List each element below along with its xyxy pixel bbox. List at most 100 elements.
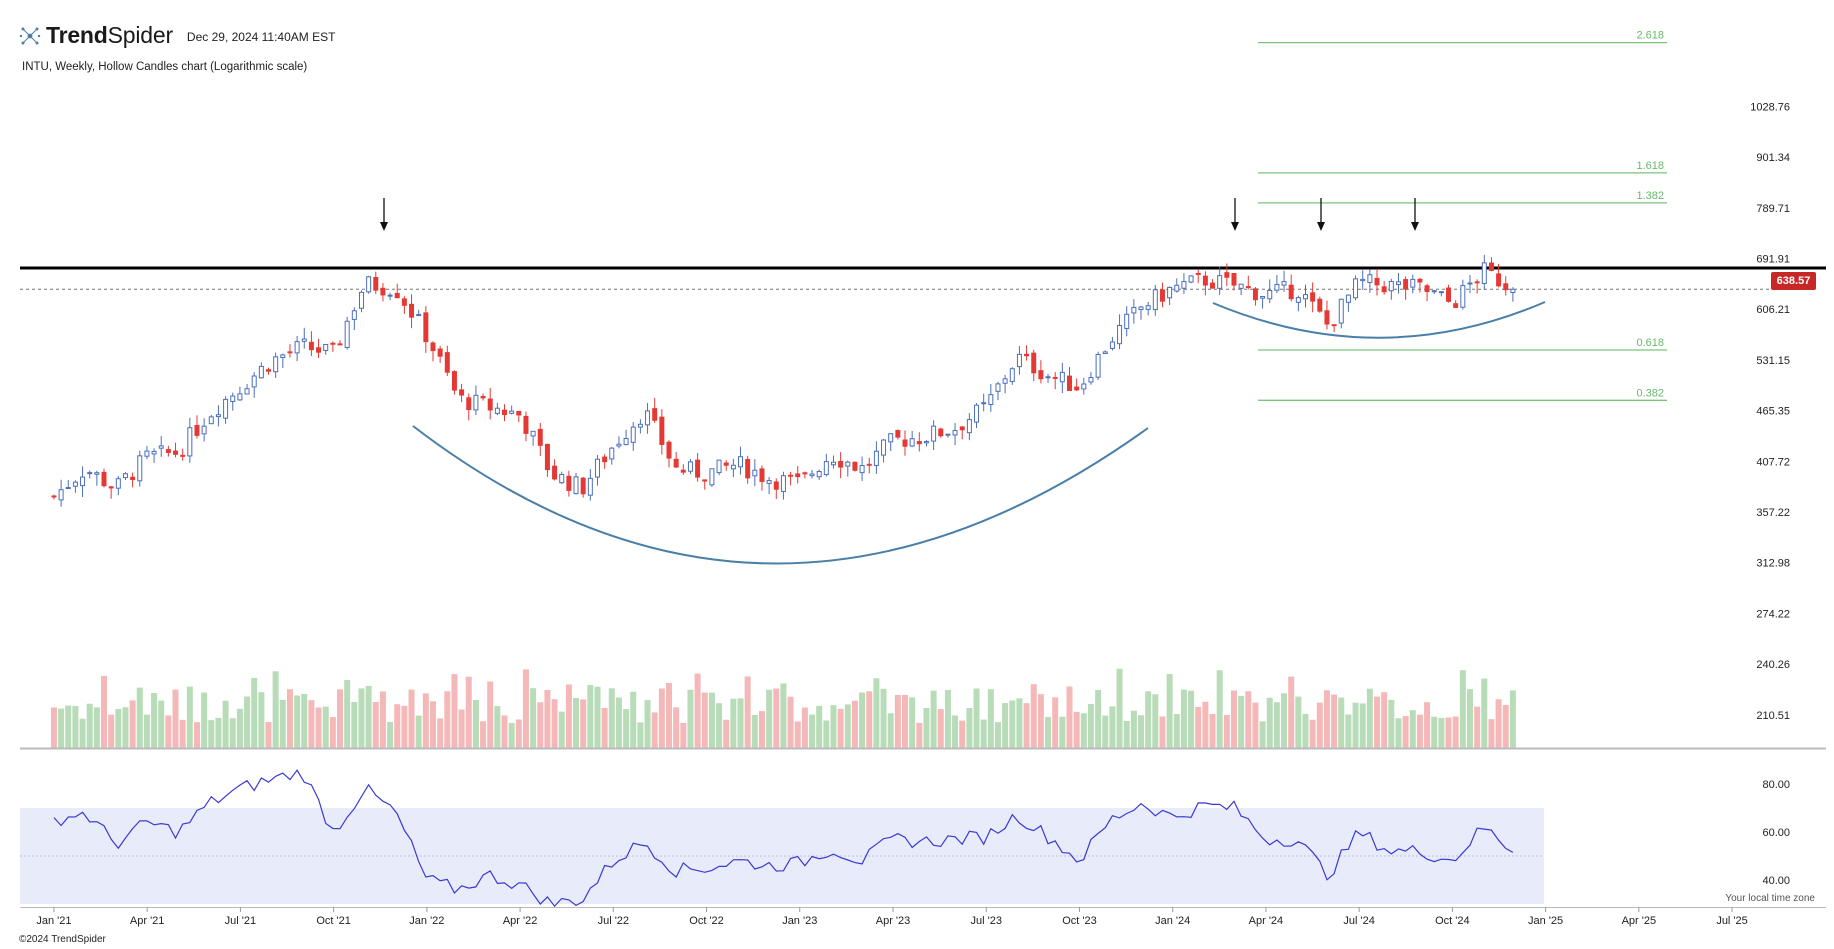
candle-body — [966, 419, 972, 434]
candle-body — [1210, 282, 1216, 289]
candle-body — [1124, 313, 1130, 329]
candle-body — [387, 294, 393, 297]
candles-group — [51, 254, 1516, 507]
candle-body — [173, 450, 179, 455]
volume-bar — [801, 707, 808, 748]
candle-body — [122, 473, 128, 479]
volume-bar — [537, 702, 544, 748]
candle-body — [1403, 279, 1409, 290]
candle-body — [1317, 298, 1323, 312]
volume-bar — [165, 715, 172, 748]
volume-bar — [1481, 678, 1488, 748]
candle-body — [537, 428, 543, 446]
volume-bar — [1431, 716, 1438, 748]
candle-body — [373, 277, 379, 291]
candle-body — [730, 464, 736, 470]
volume-bar — [429, 701, 436, 748]
candle-body — [165, 449, 171, 453]
volume-bar — [222, 700, 229, 748]
candle-body — [101, 471, 107, 487]
volume-bar — [1073, 711, 1080, 748]
volume-bar — [751, 714, 758, 748]
volume-bar — [1152, 694, 1159, 748]
candle-body — [1374, 277, 1380, 286]
candle-body — [1202, 275, 1208, 286]
volume-bar — [1259, 721, 1266, 748]
rsi-axis-tick: 80.00 — [1762, 779, 1790, 791]
candle-body — [1295, 297, 1301, 303]
volume-bar — [823, 720, 830, 748]
candle-body — [823, 461, 829, 476]
candle-body — [745, 459, 751, 479]
volume-bar — [465, 676, 472, 748]
volume-bar — [1202, 701, 1209, 748]
volume-bar — [1452, 716, 1459, 748]
chart-subtitle: INTU, Weekly, Hollow Candles chart (Loga… — [22, 61, 308, 73]
volume-bar — [1416, 714, 1423, 748]
price-axis-tick: 240.26 — [1756, 659, 1790, 671]
volume-bar — [902, 694, 909, 748]
candle-body — [72, 481, 78, 487]
candle-body — [1167, 286, 1173, 299]
candle-body — [587, 477, 593, 496]
candle-body — [1109, 341, 1115, 349]
volume-bar — [844, 704, 851, 748]
candle-body — [1224, 272, 1230, 278]
volume-bar — [909, 697, 916, 748]
candle-body — [1002, 378, 1008, 384]
timezone-label[interactable]: Your local time zone — [1725, 893, 1815, 904]
candle-body — [1152, 289, 1158, 311]
candle-body — [716, 459, 722, 474]
volume-bar — [851, 700, 858, 748]
candle-body — [594, 458, 600, 478]
brand-name: TrendSpider — [46, 22, 173, 48]
candle-body — [759, 468, 765, 482]
candle-body — [1510, 288, 1516, 293]
volume-bar — [787, 696, 794, 748]
candle-body — [845, 461, 851, 467]
candle-body — [358, 291, 364, 309]
candle-body — [523, 415, 529, 434]
candle-body — [573, 476, 579, 495]
candle-body — [602, 456, 608, 463]
candle-body — [1188, 275, 1194, 283]
volume-bar — [952, 715, 959, 748]
volume-bar — [1466, 689, 1473, 748]
volume-bar — [108, 714, 115, 748]
volume-bar — [1395, 718, 1402, 748]
volume-bar — [515, 719, 522, 748]
candle-body — [981, 402, 987, 405]
time-axis-tick: Jul '24 — [1343, 915, 1374, 927]
volume-bar — [358, 688, 365, 748]
volume-bar — [687, 689, 694, 748]
candle-body — [451, 371, 457, 391]
volume-bar — [365, 686, 372, 748]
candle-body — [1474, 281, 1480, 284]
volume-bar — [637, 722, 644, 748]
candle-body — [480, 396, 486, 399]
volume-bar — [1359, 703, 1366, 748]
volume-bar — [651, 712, 658, 748]
fib-level-label: 1.382 — [1636, 190, 1664, 202]
candle-body — [1274, 284, 1280, 291]
volume-bar — [701, 692, 708, 748]
volume-bar — [1095, 689, 1102, 748]
down-arrow-icon — [1411, 222, 1419, 231]
candle-body — [1024, 353, 1030, 357]
cup-arc — [412, 425, 1149, 565]
candle-body — [1088, 377, 1094, 383]
candle-body — [645, 410, 651, 426]
price-axis-tick: 606.21 — [1756, 304, 1790, 316]
time-axis-tick: Oct '21 — [316, 915, 351, 927]
volume-bar — [1016, 698, 1023, 748]
volume-bar — [680, 722, 687, 748]
price-axis-tick: 1028.76 — [1750, 101, 1790, 113]
volume-bar — [344, 679, 351, 748]
candle-body — [830, 461, 836, 466]
volume-bar — [408, 689, 415, 748]
volume-bar — [716, 703, 723, 748]
volume-bar — [1288, 676, 1295, 748]
volume-bar — [1295, 696, 1302, 748]
volume-bar — [544, 690, 551, 748]
